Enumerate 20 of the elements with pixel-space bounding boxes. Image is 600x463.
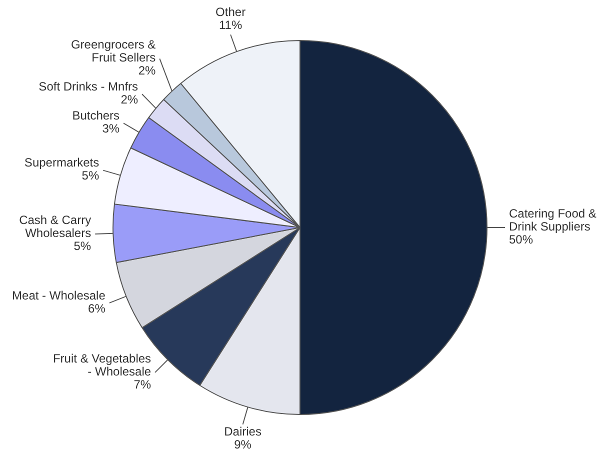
slice-label: Other bbox=[216, 4, 246, 19]
data-label: 2% bbox=[120, 92, 138, 106]
data-label: 5% bbox=[82, 168, 100, 183]
data-label: 2% bbox=[138, 63, 156, 78]
data-label: 6% bbox=[88, 301, 106, 316]
slice-label: Soft Drinks - Mnfrs bbox=[38, 79, 138, 94]
slice-label: Greengrocers & Fruit Sellers bbox=[70, 37, 156, 64]
slice-label: Catering Food & Drink Suppliers bbox=[509, 206, 596, 234]
data-label: 11% bbox=[218, 18, 242, 32]
slice-label: Meat - Wholesale bbox=[12, 288, 106, 302]
slice-label: Cash & Carry Wholesalers bbox=[19, 212, 92, 240]
data-label: 3% bbox=[102, 121, 120, 136]
slice-label: Fruit & Vegetables - Wholesale bbox=[52, 351, 152, 378]
slice-label: Butchers bbox=[72, 108, 120, 122]
data-label: 50% bbox=[509, 232, 534, 246]
data-label: 7% bbox=[134, 377, 152, 392]
data-label: 5% bbox=[74, 238, 92, 253]
data-label: 9% bbox=[234, 438, 252, 452]
slice-label: Supermarkets bbox=[24, 156, 100, 170]
slice-label: Dairies bbox=[224, 424, 262, 439]
